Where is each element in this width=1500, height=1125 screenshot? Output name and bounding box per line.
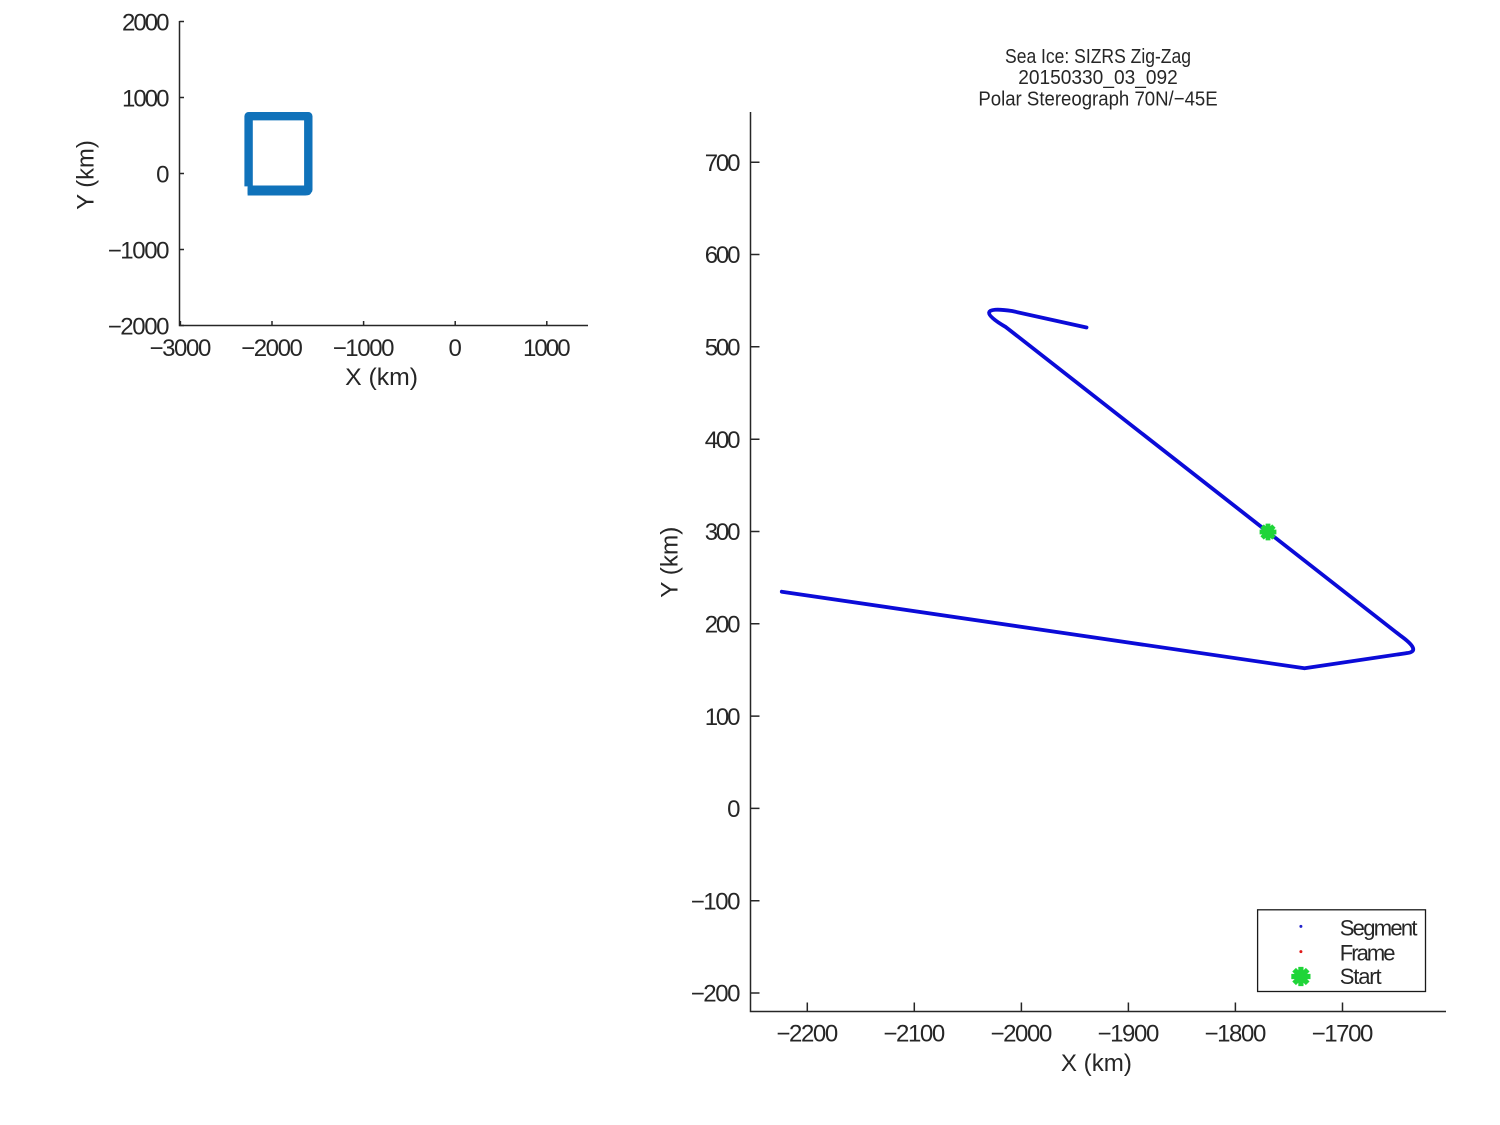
svg-text:0: 0 (449, 335, 462, 362)
svg-text:Y (km): Y (km) (656, 527, 683, 598)
svg-text:−100: −100 (691, 888, 741, 915)
svg-text:0: 0 (727, 796, 740, 823)
svg-text:20150330_03_092: 20150330_03_092 (1018, 66, 1177, 89)
svg-text:100: 100 (705, 704, 741, 731)
svg-text:Y (km): Y (km) (73, 140, 100, 210)
svg-text:−3000: −3000 (150, 335, 212, 362)
svg-text:700: 700 (705, 150, 741, 177)
svg-text:600: 600 (705, 242, 741, 269)
svg-text:Frame: Frame (1340, 940, 1396, 965)
svg-text:−1900: −1900 (1098, 1021, 1160, 1048)
svg-text:−2000: −2000 (241, 335, 303, 362)
svg-text:0: 0 (156, 162, 169, 189)
svg-text:300: 300 (705, 519, 741, 546)
svg-text:−2000: −2000 (108, 314, 170, 341)
svg-text:−1800: −1800 (1205, 1021, 1267, 1048)
svg-text:X (km): X (km) (1061, 1050, 1132, 1077)
svg-text:200: 200 (705, 612, 741, 639)
svg-text:−2000: −2000 (991, 1021, 1053, 1048)
svg-text:400: 400 (705, 427, 741, 454)
svg-text:Segment: Segment (1340, 915, 1418, 940)
svg-text:500: 500 (705, 335, 741, 362)
svg-text:Polar Stereograph 70N/−45E: Polar Stereograph 70N/−45E (978, 88, 1217, 111)
svg-text:−1000: −1000 (108, 238, 170, 265)
svg-text:1000: 1000 (122, 86, 170, 113)
svg-text:−200: −200 (691, 981, 741, 1008)
svg-text:−2100: −2100 (883, 1021, 945, 1048)
svg-text:X (km): X (km) (345, 364, 418, 391)
svg-text:Start: Start (1340, 964, 1382, 989)
svg-text:Sea Ice: SIZRS Zig-Zag: Sea Ice: SIZRS Zig-Zag (1005, 46, 1191, 69)
svg-text:−1700: −1700 (1312, 1021, 1374, 1048)
svg-text:1000: 1000 (523, 335, 571, 362)
svg-text:−1000: −1000 (333, 335, 395, 362)
svg-text:2000: 2000 (122, 10, 170, 37)
svg-text:−2200: −2200 (776, 1021, 838, 1048)
